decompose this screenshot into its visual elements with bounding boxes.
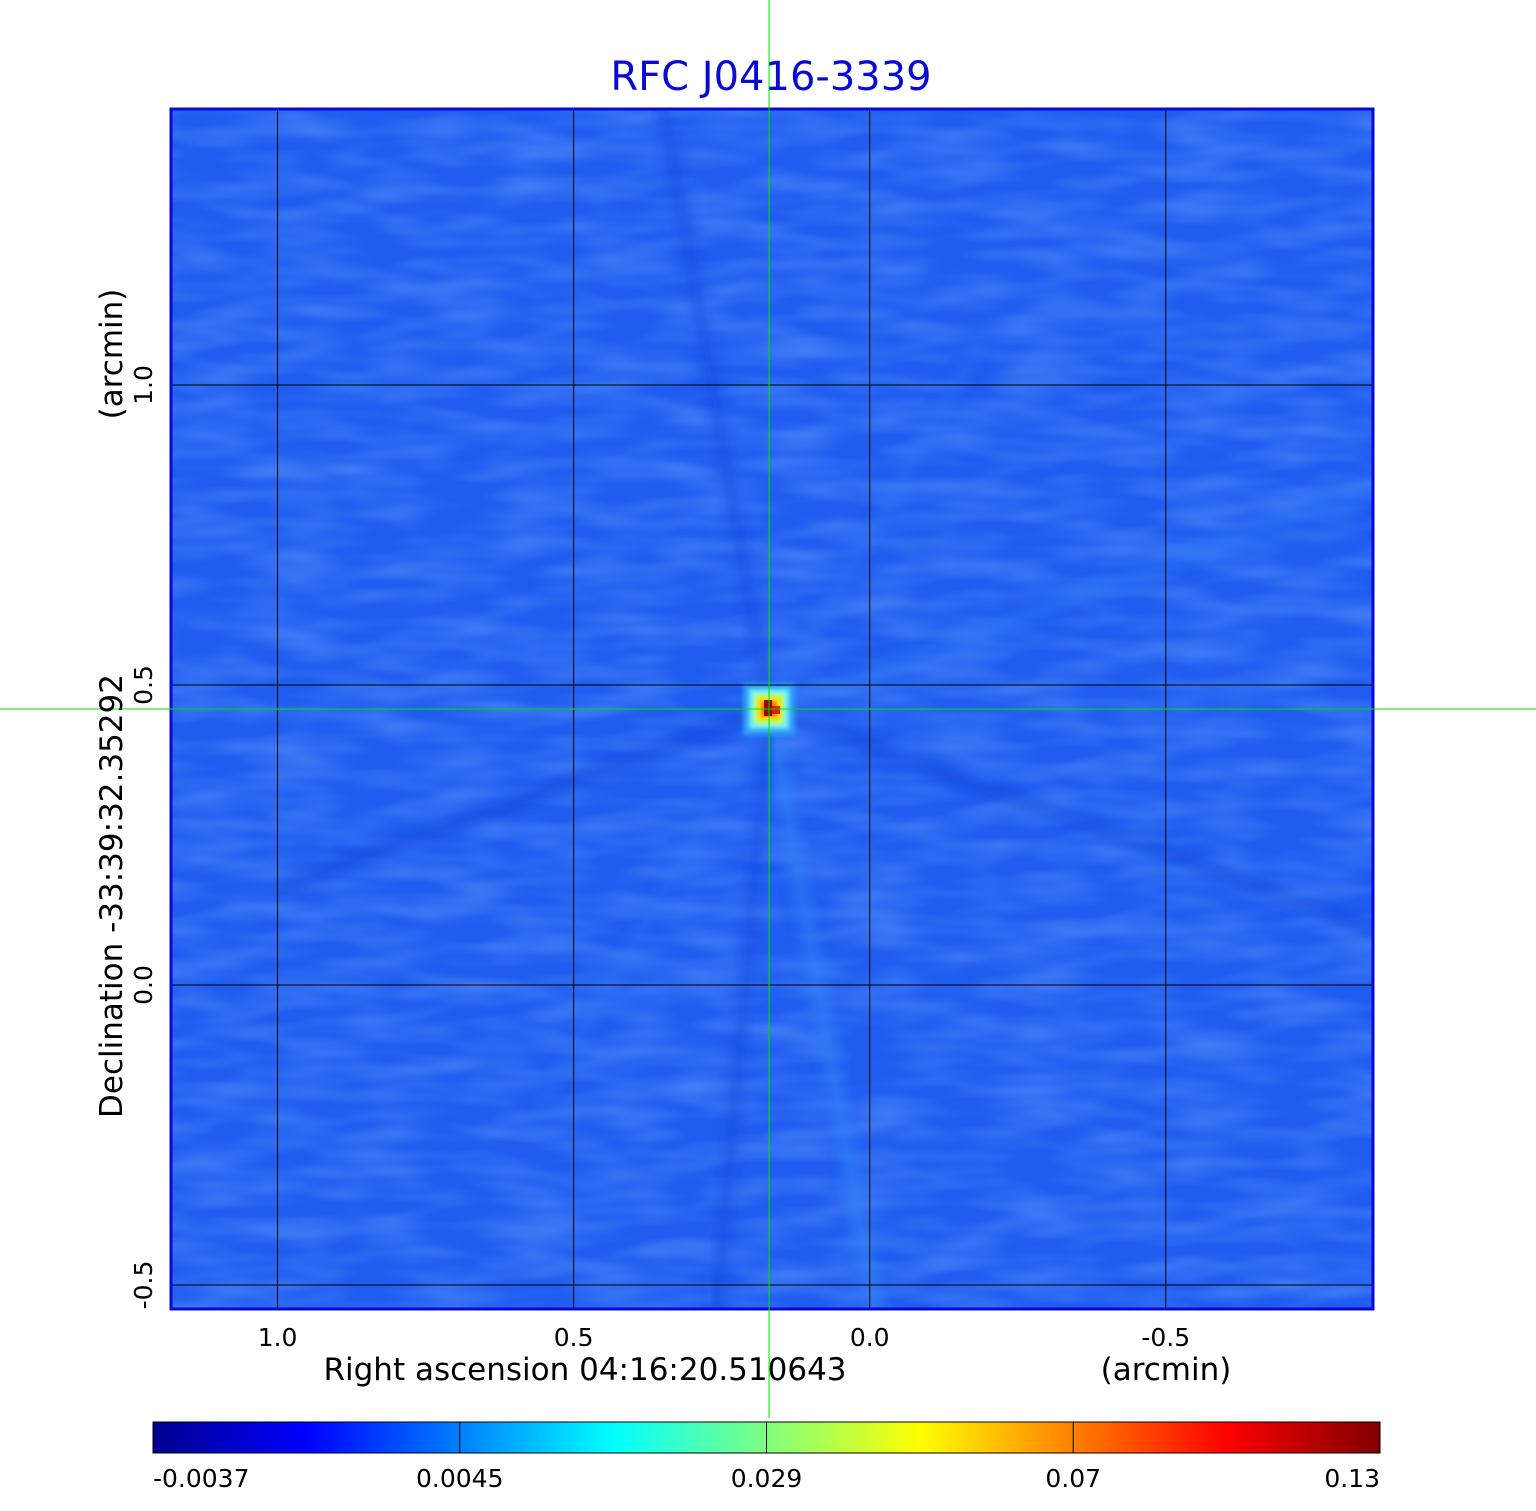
colorbar-tick-label: -0.0037 bbox=[153, 1464, 250, 1493]
x-axis-label: Right ascension 04:16:20.510643 bbox=[323, 1352, 846, 1388]
sidelobe-streak bbox=[710, 703, 776, 1309]
sidelobe-streak bbox=[534, 704, 775, 1113]
sidelobe-streak bbox=[764, 340, 985, 714]
colorbar: -0.0037 0.0045 0.029 0.07 0.13 bbox=[152, 1421, 1381, 1493]
plot-area bbox=[171, 109, 1373, 1309]
y-tick-label: 0.5 bbox=[129, 665, 158, 705]
colorbar-tick-label: 0.13 bbox=[1324, 1464, 1380, 1493]
chart-title: RFC J0416-3339 bbox=[610, 54, 931, 100]
x-tick-labels: 1.0 0.5 0.0 -0.5 bbox=[258, 1323, 1190, 1352]
colorbar-tick-label: 0.029 bbox=[731, 1464, 803, 1493]
sidelobe-streak bbox=[761, 701, 883, 1309]
x-axis-unit: (arcmin) bbox=[1101, 1352, 1232, 1388]
y-axis-unit: (arcmin) bbox=[94, 289, 130, 420]
sidelobe-streak bbox=[656, 109, 777, 716]
sidelobe-streak bbox=[274, 703, 776, 893]
source-peak bbox=[772, 706, 781, 714]
source-peak bbox=[764, 700, 773, 716]
x-tick-label: 0.5 bbox=[554, 1323, 594, 1352]
sidelobe-streak bbox=[762, 481, 1373, 716]
y-tick-labels: 1.0 0.5 0.0 -0.5 bbox=[129, 365, 158, 1309]
crosshair bbox=[0, 0, 1536, 1418]
colorbar-tick-labels: -0.0037 0.0045 0.029 0.07 0.13 bbox=[152, 1422, 1381, 1493]
y-tick-label: 1.0 bbox=[129, 365, 158, 405]
y-tick-label: 0.0 bbox=[129, 965, 158, 1005]
sidelobe-streak bbox=[764, 704, 1373, 935]
x-tick-label: 0.0 bbox=[850, 1323, 890, 1352]
x-tick-label: -0.5 bbox=[1141, 1323, 1190, 1352]
sidelobe-streaks bbox=[274, 109, 1373, 1309]
y-tick-label: -0.5 bbox=[129, 1261, 158, 1310]
x-tick-label: 1.0 bbox=[258, 1323, 298, 1352]
colorbar-tick-label: 0.0045 bbox=[416, 1464, 503, 1493]
colorbar-tick-label: 0.07 bbox=[1045, 1464, 1101, 1493]
y-axis-label: Declination -33:39:32.35292 bbox=[94, 674, 130, 1118]
